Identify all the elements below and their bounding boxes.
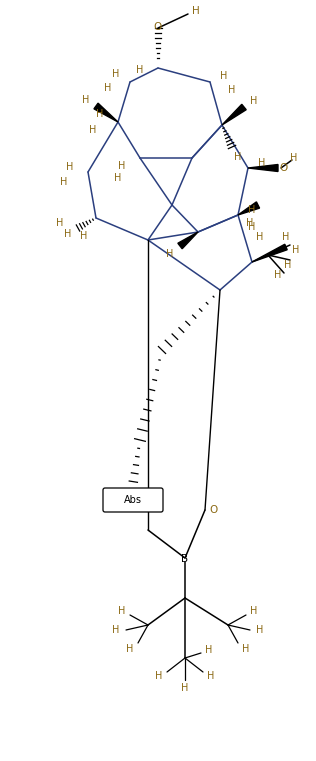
Text: H: H bbox=[166, 249, 174, 259]
Text: H: H bbox=[112, 625, 120, 635]
Text: H: H bbox=[234, 152, 242, 162]
Text: H: H bbox=[290, 153, 298, 163]
Text: H: H bbox=[250, 96, 258, 106]
Polygon shape bbox=[252, 244, 287, 262]
Text: H: H bbox=[104, 83, 112, 93]
Text: H: H bbox=[282, 232, 290, 242]
Text: H: H bbox=[220, 71, 228, 81]
Text: H: H bbox=[96, 109, 104, 119]
Text: H: H bbox=[246, 218, 254, 228]
Text: H: H bbox=[256, 232, 264, 242]
Text: H: H bbox=[250, 606, 258, 616]
Text: O: O bbox=[154, 22, 162, 32]
Text: H: H bbox=[80, 231, 88, 241]
FancyBboxPatch shape bbox=[103, 488, 163, 512]
Text: Abs: Abs bbox=[124, 495, 142, 505]
Text: H: H bbox=[256, 625, 264, 635]
Text: H: H bbox=[284, 260, 292, 270]
Polygon shape bbox=[178, 232, 198, 249]
Text: H: H bbox=[248, 222, 256, 232]
Text: H: H bbox=[242, 644, 250, 654]
Text: H: H bbox=[155, 671, 163, 681]
Text: H: H bbox=[205, 645, 213, 655]
Text: H: H bbox=[60, 177, 68, 187]
Text: H: H bbox=[258, 158, 266, 168]
Text: H: H bbox=[207, 671, 215, 681]
Text: H: H bbox=[66, 162, 74, 172]
Text: H: H bbox=[118, 606, 126, 616]
Text: H: H bbox=[112, 69, 120, 79]
Text: H: H bbox=[248, 205, 256, 215]
Text: B: B bbox=[181, 554, 189, 564]
Text: H: H bbox=[118, 161, 126, 171]
Text: H: H bbox=[292, 245, 300, 255]
Text: H: H bbox=[228, 85, 236, 95]
Text: H: H bbox=[89, 125, 97, 135]
Text: H: H bbox=[274, 270, 282, 280]
Text: H: H bbox=[64, 229, 72, 239]
Polygon shape bbox=[238, 202, 259, 215]
Text: O: O bbox=[279, 163, 287, 173]
Text: H: H bbox=[126, 644, 134, 654]
Text: H: H bbox=[114, 173, 122, 183]
Text: H: H bbox=[56, 218, 64, 228]
Polygon shape bbox=[94, 103, 118, 122]
Text: H: H bbox=[136, 65, 144, 75]
Text: H: H bbox=[82, 95, 90, 105]
Text: O: O bbox=[209, 505, 217, 515]
Polygon shape bbox=[222, 104, 246, 125]
Text: H: H bbox=[192, 6, 200, 16]
Polygon shape bbox=[248, 164, 278, 171]
Text: H: H bbox=[181, 683, 189, 693]
